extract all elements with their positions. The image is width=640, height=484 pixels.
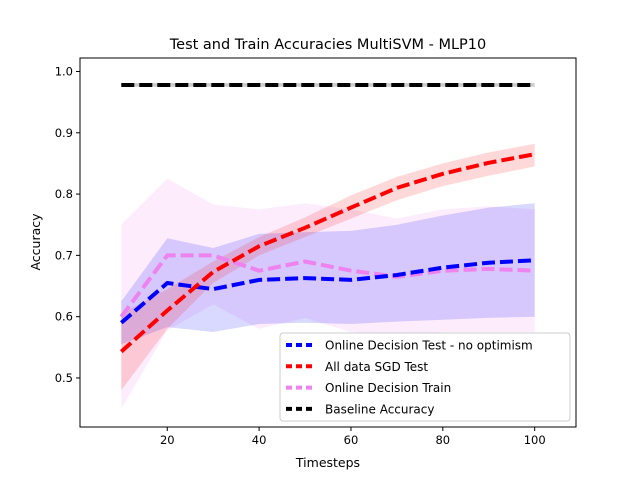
x-tick-label: 40 xyxy=(252,433,267,447)
line-online-decision-test-no-optimism xyxy=(119,258,535,325)
y-axis-label: Accuracy xyxy=(28,213,43,271)
plot-area xyxy=(119,83,536,409)
y-axis: 0.5 0.6 0.7 0.8 0.9 1.0 xyxy=(55,64,80,385)
x-tick-label: 100 xyxy=(524,433,546,447)
x-tick-label: 20 xyxy=(160,433,175,447)
x-axis: 20 40 60 80 100 xyxy=(160,427,546,447)
x-axis-label: Timesteps xyxy=(295,455,360,470)
legend-label-baseline-accuracy: Baseline Accuracy xyxy=(325,402,434,416)
legend: Online Decision Test - no optimism All da… xyxy=(279,332,571,422)
x-tick-label: 80 xyxy=(435,433,450,447)
y-tick-label: 0.7 xyxy=(55,248,73,262)
line-online-decision-train xyxy=(119,253,535,318)
band-all-data-sgd-test xyxy=(121,143,535,391)
y-tick-label: 1.0 xyxy=(55,64,73,78)
y-tick-label: 0.5 xyxy=(55,371,73,385)
legend-label-online-decision-train: Online Decision Train xyxy=(325,381,451,395)
legend-label-all-data-sgd-test: All data SGD Test xyxy=(325,360,428,374)
legend-box xyxy=(279,332,571,422)
y-tick-label: 0.8 xyxy=(55,187,73,201)
axes-frame xyxy=(79,57,577,428)
chart-title: Test and Train Accuracies MultiSVM - MLP… xyxy=(169,37,487,53)
band-online-decision-train xyxy=(121,178,535,409)
legend-label-online-decision-test-no-optimism: Online Decision Test - no optimism xyxy=(325,339,533,353)
y-tick-label: 0.9 xyxy=(55,126,73,140)
line-all-data-sgd-test xyxy=(119,152,536,354)
band-online-decision-test-no-optimism xyxy=(121,203,535,345)
y-tick-label: 0.6 xyxy=(55,310,73,324)
x-tick-label: 60 xyxy=(344,433,359,447)
